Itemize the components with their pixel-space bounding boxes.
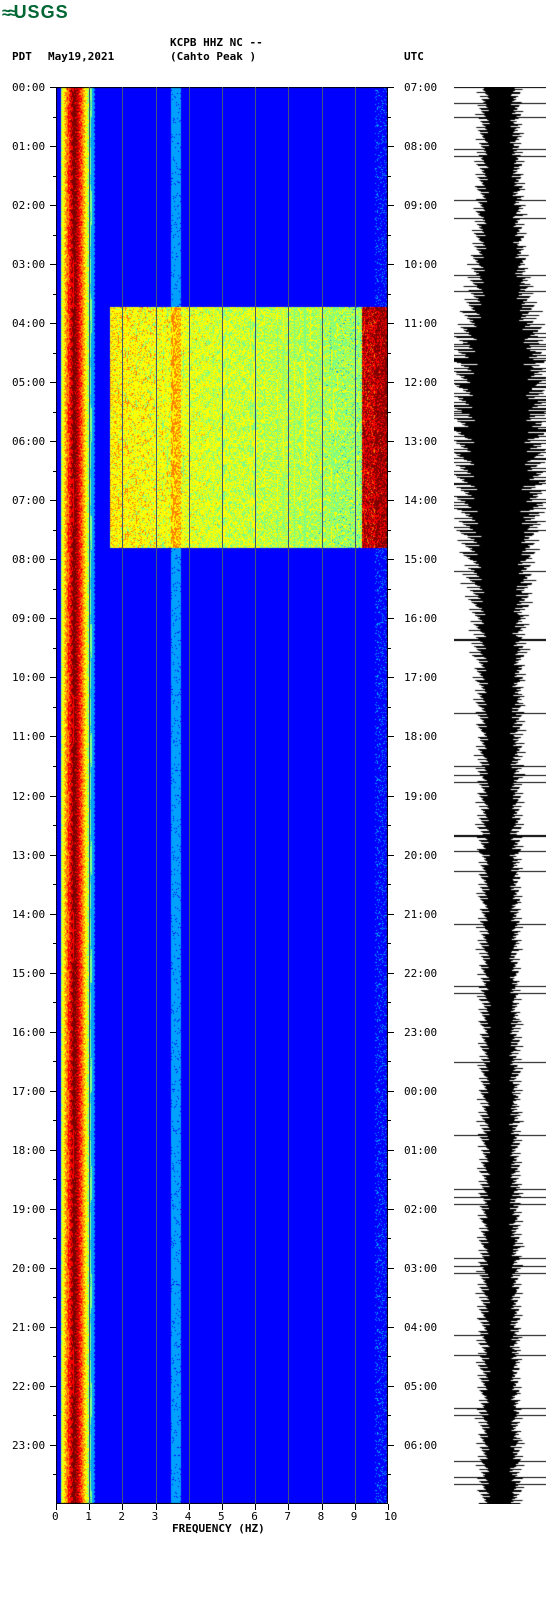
right-time-label: 12:00 bbox=[404, 376, 437, 389]
right-time-label: 19:00 bbox=[404, 790, 437, 803]
header-station: KCPB HHZ NC -- bbox=[170, 36, 263, 49]
right-time-label: 23:00 bbox=[404, 1026, 437, 1039]
left-time-label: 15:00 bbox=[12, 967, 45, 980]
right-time-label: 10:00 bbox=[404, 258, 437, 271]
left-time-label: 23:00 bbox=[12, 1439, 45, 1452]
right-time-label: 05:00 bbox=[404, 1380, 437, 1393]
left-time-label: 04:00 bbox=[12, 317, 45, 330]
right-time-label: 01:00 bbox=[404, 1144, 437, 1157]
left-time-label: 14:00 bbox=[12, 908, 45, 921]
left-time-label: 17:00 bbox=[12, 1085, 45, 1098]
right-time-label: 02:00 bbox=[404, 1203, 437, 1216]
right-time-label: 07:00 bbox=[404, 81, 437, 94]
right-time-label: 20:00 bbox=[404, 849, 437, 862]
left-time-label: 21:00 bbox=[12, 1321, 45, 1334]
x-axis-label: FREQUENCY (HZ) bbox=[172, 1522, 265, 1535]
left-time-label: 00:00 bbox=[12, 81, 45, 94]
freq-tick-label: 8 bbox=[318, 1510, 325, 1523]
right-time-label: 14:00 bbox=[404, 494, 437, 507]
header-date: May19,2021 bbox=[48, 50, 114, 63]
left-time-label: 11:00 bbox=[12, 730, 45, 743]
right-time-label: 06:00 bbox=[404, 1439, 437, 1452]
left-time-label: 10:00 bbox=[12, 671, 45, 684]
right-time-label: 21:00 bbox=[404, 908, 437, 921]
left-time-label: 16:00 bbox=[12, 1026, 45, 1039]
waveform-plot bbox=[454, 87, 546, 1504]
right-time-label: 03:00 bbox=[404, 1262, 437, 1275]
left-time-label: 07:00 bbox=[12, 494, 45, 507]
left-time-label: 08:00 bbox=[12, 553, 45, 566]
header-left-tz: PDT bbox=[12, 50, 32, 63]
right-time-label: 08:00 bbox=[404, 140, 437, 153]
right-time-label: 17:00 bbox=[404, 671, 437, 684]
right-time-label: 18:00 bbox=[404, 730, 437, 743]
right-time-label: 04:00 bbox=[404, 1321, 437, 1334]
left-time-label: 22:00 bbox=[12, 1380, 45, 1393]
usgs-logo-waves: ≈≈ bbox=[2, 5, 14, 22]
right-time-label: 09:00 bbox=[404, 199, 437, 212]
left-time-label: 20:00 bbox=[12, 1262, 45, 1275]
right-time-label: 11:00 bbox=[404, 317, 437, 330]
left-time-label: 13:00 bbox=[12, 849, 45, 862]
left-time-label: 12:00 bbox=[12, 790, 45, 803]
right-time-label: 22:00 bbox=[404, 967, 437, 980]
freq-tick-label: 1 bbox=[85, 1510, 92, 1523]
left-time-label: 06:00 bbox=[12, 435, 45, 448]
usgs-logo: ≈≈USGS bbox=[2, 2, 69, 23]
left-time-label: 19:00 bbox=[12, 1203, 45, 1216]
left-time-label: 01:00 bbox=[12, 140, 45, 153]
right-time-label: 16:00 bbox=[404, 612, 437, 625]
freq-tick-label: 0 bbox=[52, 1510, 59, 1523]
freq-tick-label: 2 bbox=[118, 1510, 125, 1523]
right-time-label: 00:00 bbox=[404, 1085, 437, 1098]
usgs-logo-text: USGS bbox=[14, 2, 69, 22]
freq-tick-label: 3 bbox=[152, 1510, 159, 1523]
right-time-label: 13:00 bbox=[404, 435, 437, 448]
header-location: (Cahto Peak ) bbox=[170, 50, 256, 63]
freq-tick-label: 10 bbox=[384, 1510, 397, 1523]
left-time-label: 18:00 bbox=[12, 1144, 45, 1157]
left-time-label: 02:00 bbox=[12, 199, 45, 212]
freq-tick-label: 9 bbox=[351, 1510, 358, 1523]
left-time-label: 05:00 bbox=[12, 376, 45, 389]
freq-tick-label: 7 bbox=[284, 1510, 291, 1523]
left-time-label: 03:00 bbox=[12, 258, 45, 271]
left-time-label: 09:00 bbox=[12, 612, 45, 625]
header-right-tz: UTC bbox=[404, 50, 424, 63]
right-time-label: 15:00 bbox=[404, 553, 437, 566]
